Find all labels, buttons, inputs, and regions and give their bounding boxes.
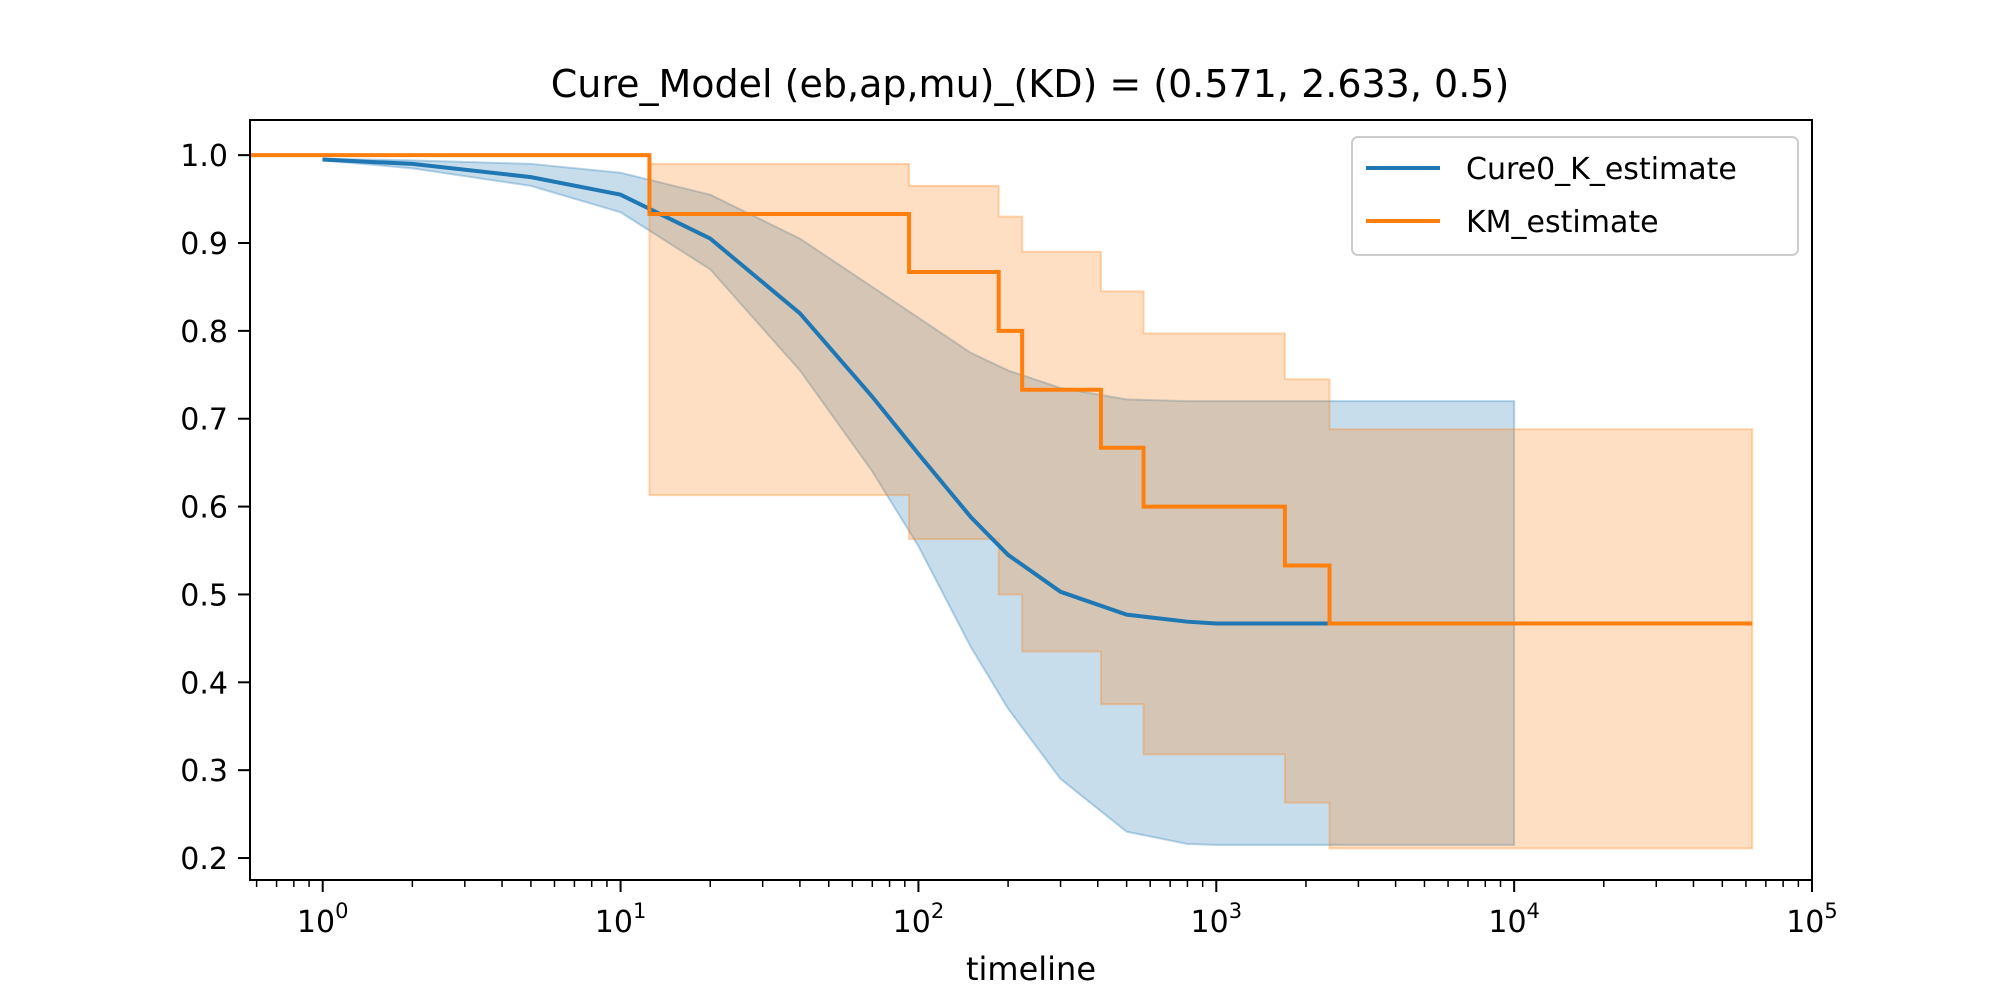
plot-frame <box>249 119 1813 881</box>
cure0-k-estimate-line <box>322 157 1515 626</box>
x-tick-label: 101 <box>595 899 647 940</box>
chart-title: Cure_Model (eb,ap,mu)_(KD) = (0.571, 2.6… <box>551 62 1510 106</box>
y-tick-label: 0.4 <box>180 666 228 701</box>
y-tick-label: 1.0 <box>180 139 228 174</box>
y-tick-label: 0.2 <box>180 842 228 877</box>
legend: Cure0_K_estimate KM_estimate <box>1351 136 1799 256</box>
y-axis: 0.2 0.3 0.4 0.5 0.6 0.7 0.8 0.9 1.0 <box>180 139 250 877</box>
y-tick-label: 0.5 <box>180 578 228 613</box>
cure0-k-estimate-confidence-band <box>321 157 1516 846</box>
x-axis: 100 101 102 103 104 105 <box>255 880 1838 940</box>
legend-label-cure0-k-estimate: Cure0_K_estimate <box>1466 152 1737 187</box>
series-lines <box>250 153 1753 626</box>
legend-label-km-estimate: KM_estimate <box>1466 205 1659 240</box>
confidence-bands <box>321 157 1754 850</box>
x-tick-label: 100 <box>297 899 349 940</box>
y-tick-label: 0.3 <box>180 754 228 789</box>
x-tick-label: 105 <box>1786 899 1838 940</box>
legend-frame <box>1351 136 1799 256</box>
y-tick-label: 0.9 <box>180 227 228 262</box>
x-axis-label: timeline <box>966 950 1096 988</box>
y-tick-label: 0.7 <box>180 403 228 438</box>
y-tick-label: 0.8 <box>180 315 228 350</box>
y-tick-label: 0.6 <box>180 491 228 526</box>
km-estimate-line <box>250 153 1753 626</box>
x-tick-label: 103 <box>1191 899 1243 940</box>
x-tick-label: 104 <box>1488 899 1540 940</box>
x-tick-label: 102 <box>893 899 945 940</box>
